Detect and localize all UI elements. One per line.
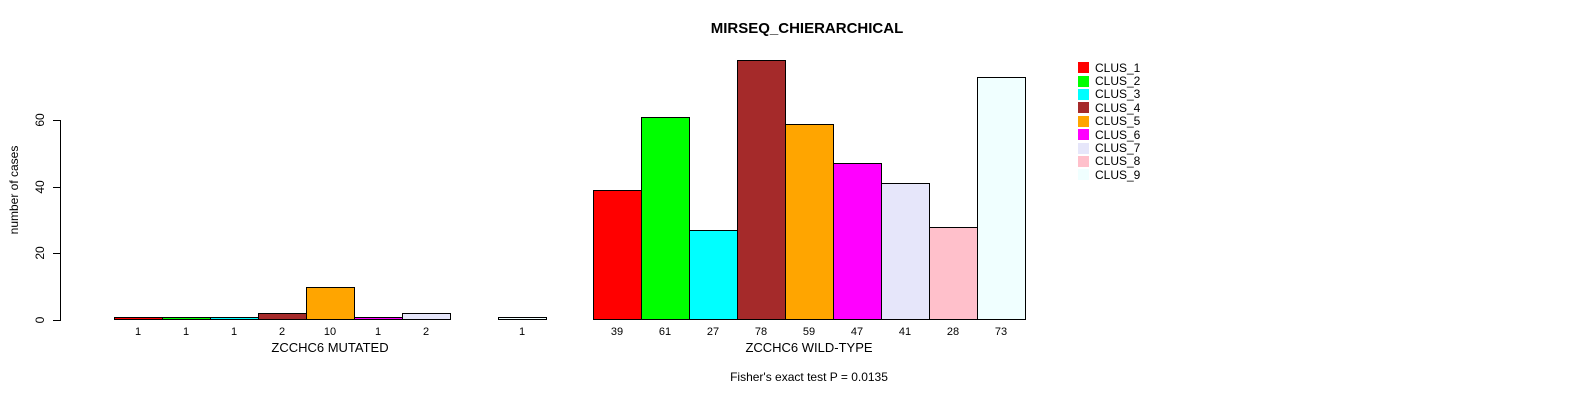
bar-clus_3 xyxy=(689,230,738,320)
bar-value-label: 47 xyxy=(850,326,864,338)
y-axis-tick xyxy=(53,187,61,188)
bar-clus_2 xyxy=(162,317,211,320)
legend-color-swatch xyxy=(1078,88,1089,100)
y-axis-tick xyxy=(53,253,61,254)
bar-clus_2 xyxy=(641,117,690,320)
y-axis-tick xyxy=(53,120,61,121)
legend-color-swatch xyxy=(1078,129,1089,141)
bar-value-label: 59 xyxy=(802,326,816,338)
legend-color-swatch xyxy=(1078,142,1089,154)
y-axis-tick-label: 0 xyxy=(33,316,47,324)
bar-value-label: 1 xyxy=(518,326,526,338)
group-label-wildtype: ZCCHC6 WILD-TYPE xyxy=(745,340,873,355)
y-axis-label: number of cases xyxy=(7,145,21,235)
bar-value-label: 28 xyxy=(946,326,960,338)
legend-color-swatch xyxy=(1078,102,1089,114)
bar-clus_7 xyxy=(402,313,451,320)
legend-color-swatch xyxy=(1078,155,1089,167)
bar-value-label: 10 xyxy=(323,326,337,338)
bar-value-label: 41 xyxy=(898,326,912,338)
bar-value-label: 39 xyxy=(610,326,624,338)
bar-clus_4 xyxy=(258,313,307,320)
bar-clus_3 xyxy=(210,317,259,320)
legend-label: CLUS_4 xyxy=(1095,100,1141,115)
bar-value-label: 73 xyxy=(994,326,1008,338)
chart-title: MIRSEQ_CHIERARCHICAL xyxy=(710,20,904,37)
bar-value-label: 27 xyxy=(706,326,720,338)
y-axis-line xyxy=(60,120,61,321)
legend-label: CLUS_6 xyxy=(1095,127,1141,142)
y-axis-tick-label: 40 xyxy=(33,180,47,194)
bar-clus_9 xyxy=(977,77,1026,320)
legend-label: CLUS_2 xyxy=(1095,74,1141,89)
bar-value-label: 78 xyxy=(754,326,768,338)
legend-item: CLUS_2 xyxy=(1078,74,1140,87)
legend-label: CLUS_3 xyxy=(1095,87,1141,102)
bar-clus_6 xyxy=(354,317,403,320)
legend-color-swatch xyxy=(1078,62,1089,74)
y-axis-tick-label: 20 xyxy=(33,246,47,260)
legend-label: CLUS_1 xyxy=(1095,60,1141,75)
legend-color-swatch xyxy=(1078,115,1089,127)
bar-clus_4 xyxy=(737,60,786,320)
legend-label: CLUS_7 xyxy=(1095,141,1141,156)
bar-clus_5 xyxy=(785,124,834,320)
legend-item: CLUS_6 xyxy=(1078,128,1140,141)
legend-item: CLUS_9 xyxy=(1078,168,1140,181)
legend-item: CLUS_5 xyxy=(1078,115,1140,128)
bar-value-label: 2 xyxy=(422,326,430,338)
bar-clus_6 xyxy=(833,163,882,320)
bar-clus_1 xyxy=(593,190,642,320)
bar-value-label: 61 xyxy=(658,326,672,338)
y-axis-tick-label: 60 xyxy=(33,113,47,127)
legend-item: CLUS_1 xyxy=(1078,61,1140,74)
legend-label: CLUS_9 xyxy=(1095,167,1141,182)
bar-clus_9 xyxy=(498,317,547,320)
bar-value-label: 1 xyxy=(134,326,142,338)
legend-color-swatch xyxy=(1078,75,1089,87)
bar-clus_8 xyxy=(929,227,978,320)
legend-item: CLUS_7 xyxy=(1078,141,1140,154)
legend-item: CLUS_3 xyxy=(1078,88,1140,101)
bar-value-label: 2 xyxy=(278,326,286,338)
legend-item: CLUS_4 xyxy=(1078,101,1140,114)
bar-value-label: 1 xyxy=(230,326,238,338)
bar-clus_5 xyxy=(306,287,355,320)
legend-label: CLUS_5 xyxy=(1095,114,1141,129)
bar-value-label: 1 xyxy=(182,326,190,338)
group-label-mutated: ZCCHC6 MUTATED xyxy=(271,340,389,355)
legend: CLUS_1 CLUS_2 CLUS_3 CLUS_4 CLUS_5 CLUS_6 CLUS… xyxy=(1078,61,1140,182)
fisher-test-note: Fisher's exact test P = 0.0135 xyxy=(730,370,888,384)
legend-label: CLUS_8 xyxy=(1095,154,1141,169)
legend-color-swatch xyxy=(1078,169,1089,181)
y-axis-tick xyxy=(53,320,61,321)
bar-clus_7 xyxy=(881,183,930,320)
bar-value-label: 1 xyxy=(374,326,382,338)
bar-clus_1 xyxy=(114,317,163,320)
legend-item: CLUS_8 xyxy=(1078,155,1140,168)
